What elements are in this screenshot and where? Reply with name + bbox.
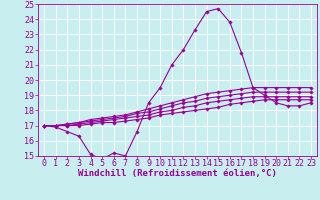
X-axis label: Windchill (Refroidissement éolien,°C): Windchill (Refroidissement éolien,°C): [78, 169, 277, 178]
